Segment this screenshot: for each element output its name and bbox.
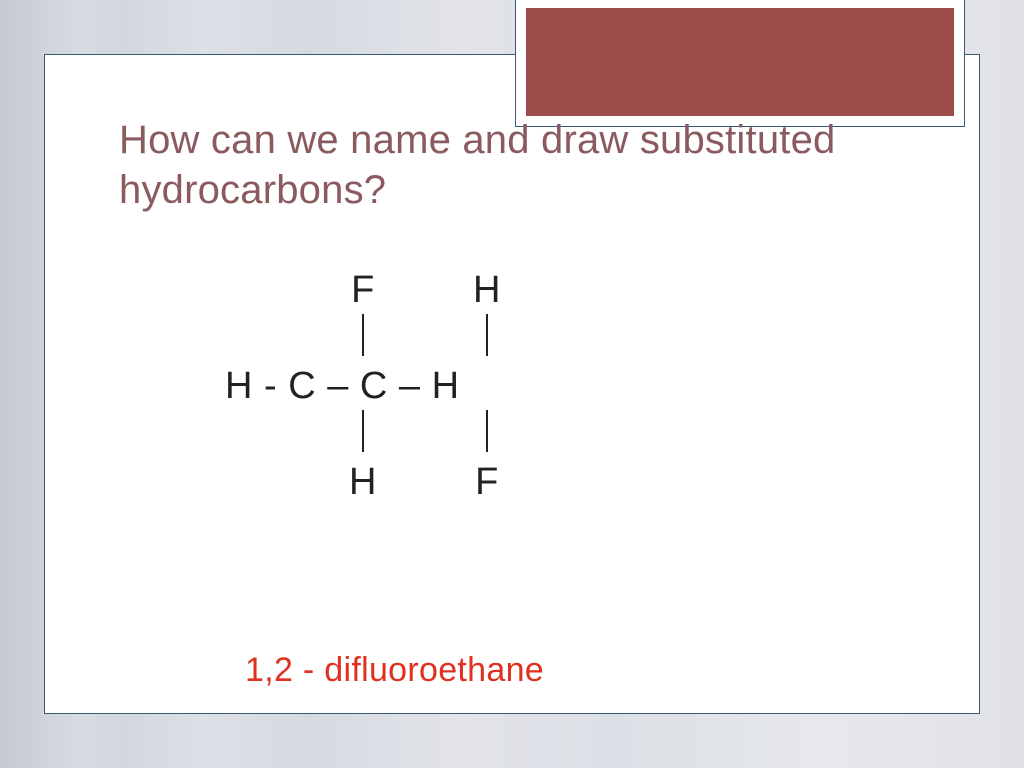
bond-vertical bbox=[486, 410, 488, 452]
bond-vertical bbox=[362, 410, 364, 452]
bond-vertical bbox=[362, 314, 364, 356]
chemical-structure: F H H - C – C – H H F bbox=[225, 265, 725, 507]
bond-vertical bbox=[486, 314, 488, 356]
compound-name: 1,2 - difluoroethane bbox=[245, 651, 544, 690]
slide-card: How can we name and draw substituted hyd… bbox=[44, 54, 980, 714]
accent-tab-outer bbox=[515, 0, 965, 127]
atom-bottom-left: H bbox=[323, 463, 403, 501]
atom-top-right: H bbox=[447, 271, 527, 309]
carbon-chain: H - C – C – H bbox=[225, 367, 645, 405]
slide-title: How can we name and draw substituted hyd… bbox=[119, 115, 899, 215]
atom-top-left: F bbox=[323, 271, 403, 309]
atom-bottom-right: F bbox=[447, 463, 527, 501]
accent-tab-inner bbox=[526, 8, 954, 116]
